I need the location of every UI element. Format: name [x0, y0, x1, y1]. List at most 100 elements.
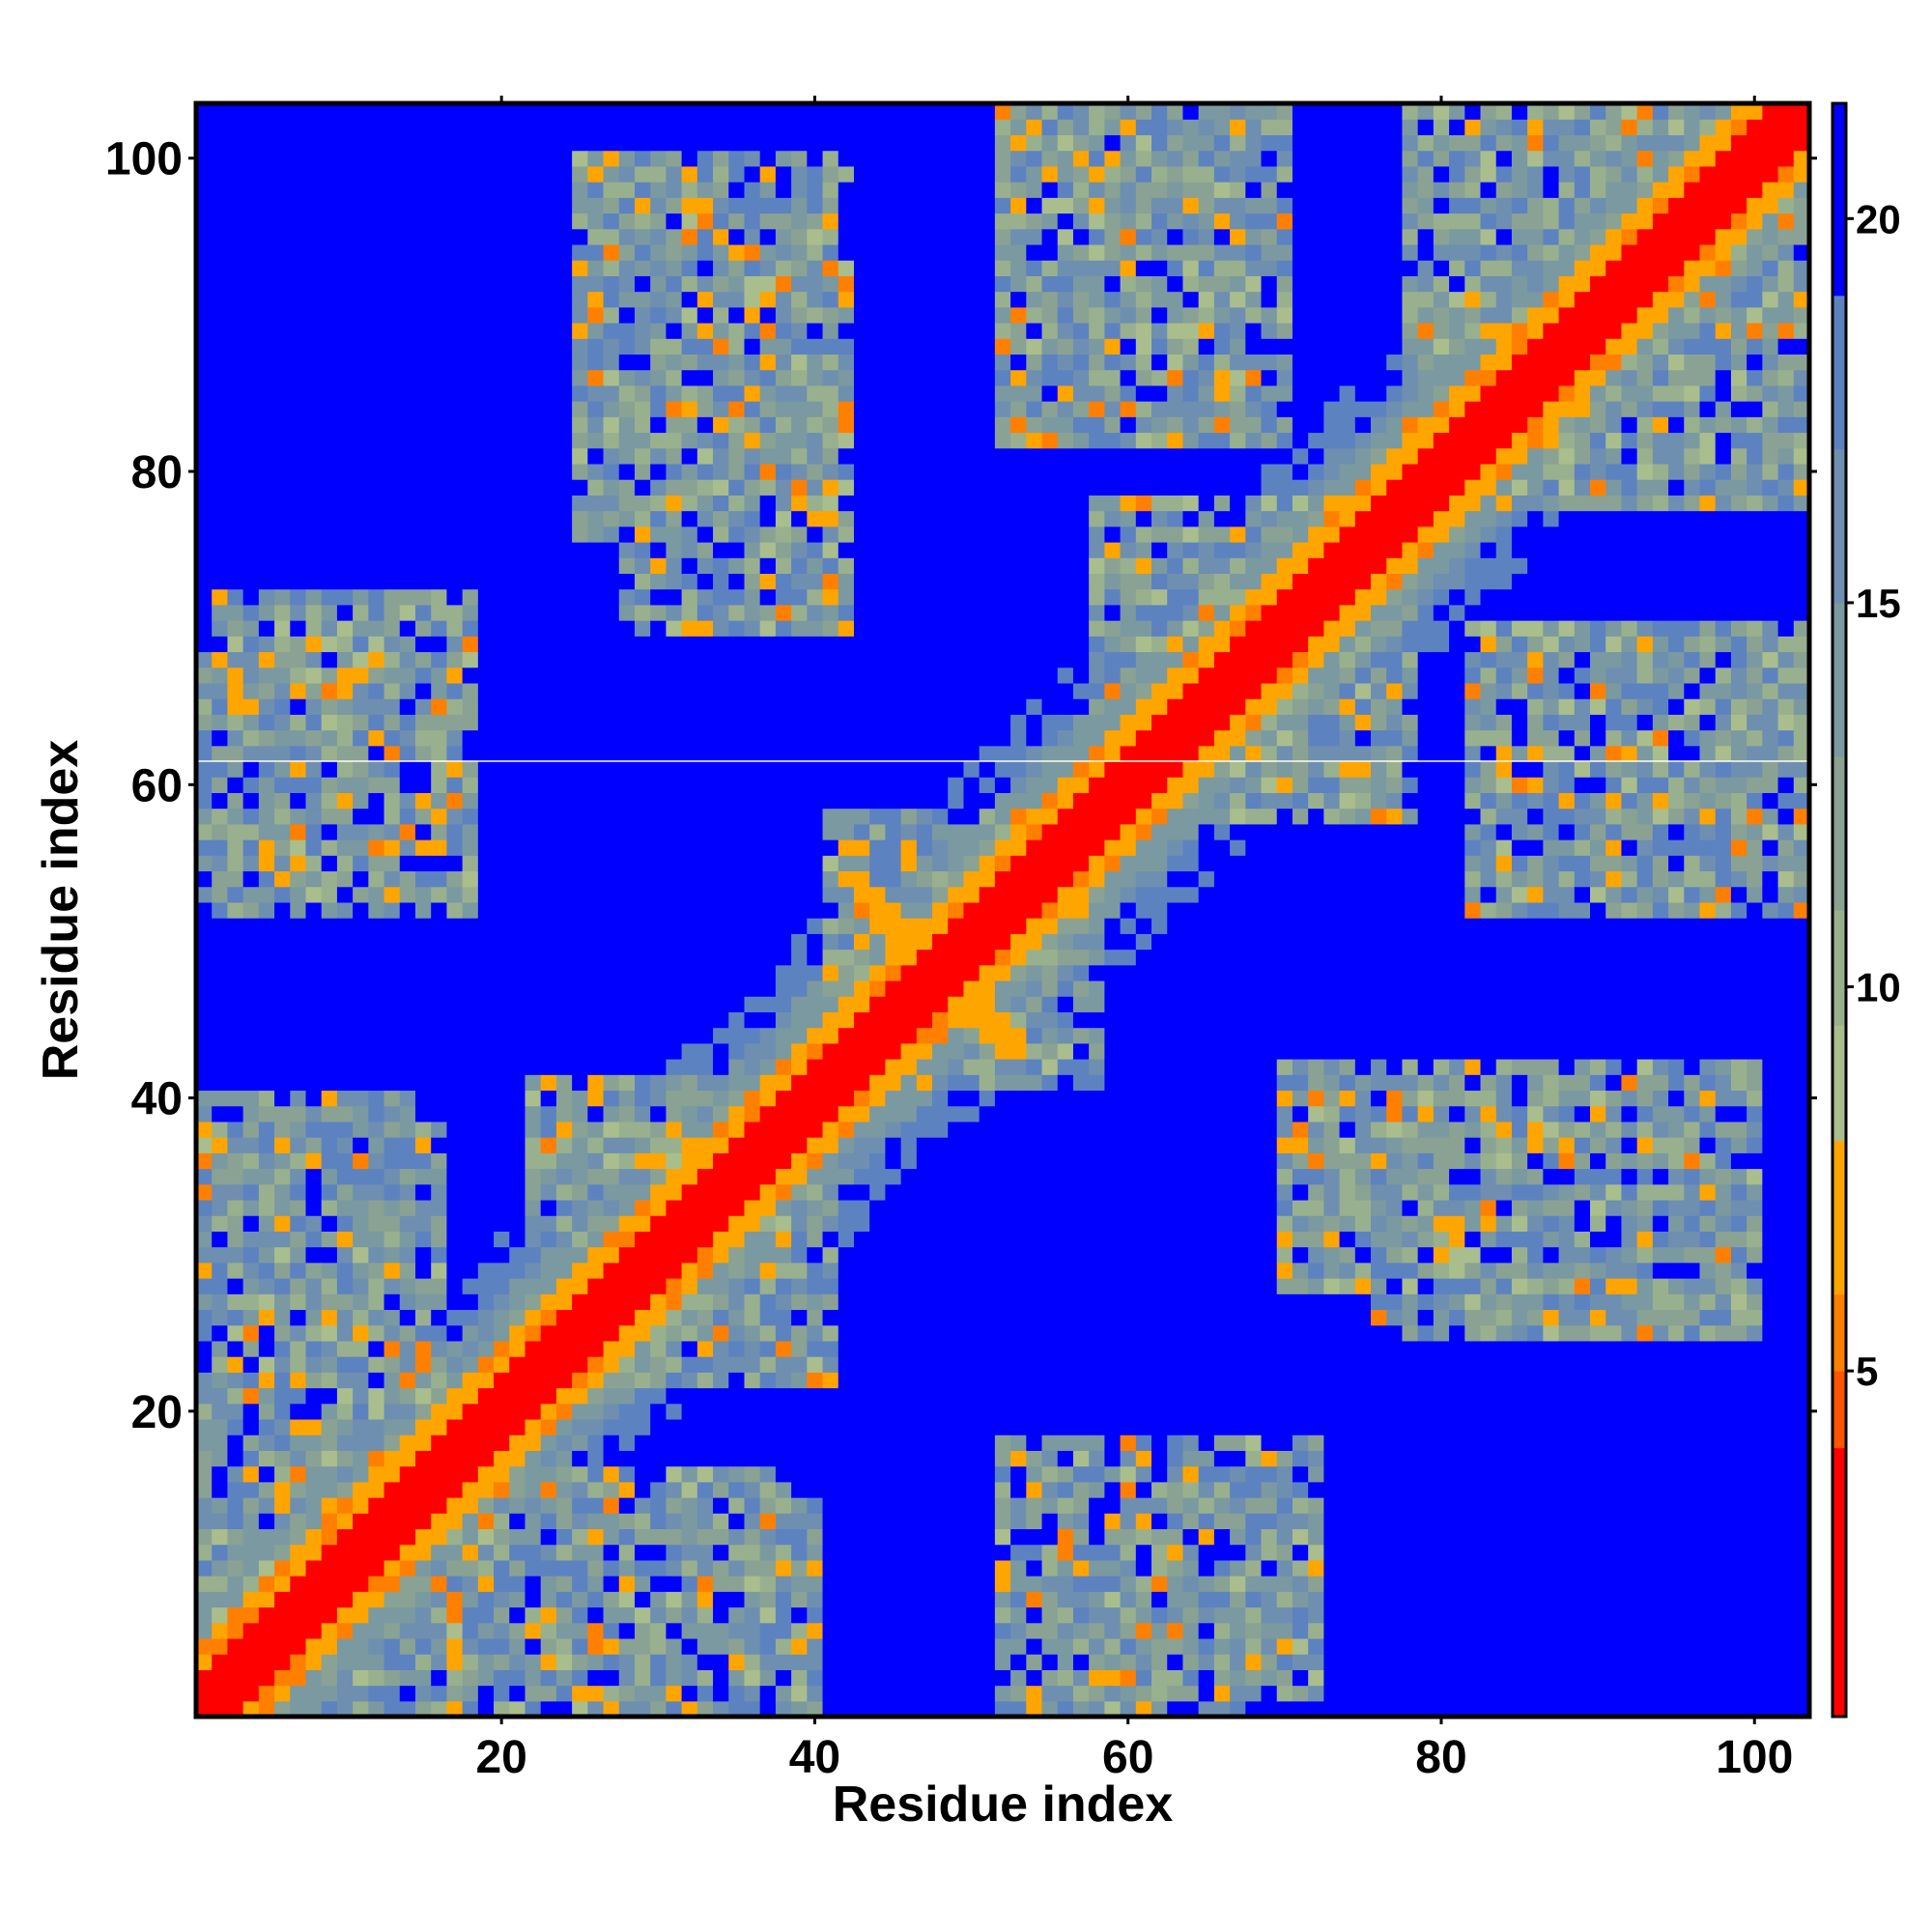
heatmap-cell [540, 1497, 557, 1514]
heatmap-cell [242, 447, 260, 465]
heatmap-cell [932, 1497, 949, 1514]
heatmap-cell [681, 322, 698, 339]
heatmap-cell [305, 964, 323, 981]
heatmap-cell [775, 150, 792, 167]
heatmap-cell [728, 1465, 746, 1483]
heatmap-cell [305, 808, 323, 825]
heatmap-cell [587, 1074, 605, 1092]
heatmap-cell [587, 1168, 605, 1185]
heatmap-cell [540, 119, 557, 136]
heatmap-cell [336, 165, 354, 183]
heatmap-cell [932, 682, 949, 699]
heatmap-cell [212, 1215, 229, 1232]
heatmap-cell [587, 1059, 605, 1075]
heatmap-cell [196, 306, 213, 324]
heatmap-cell [728, 150, 746, 167]
heatmap-cell [242, 369, 260, 386]
heatmap-cell [305, 651, 323, 668]
heatmap-cell [431, 855, 448, 872]
heatmap-cell [759, 823, 777, 840]
heatmap-cell [540, 1622, 557, 1639]
heatmap-cell [618, 1372, 636, 1389]
heatmap-cell [634, 980, 651, 997]
heatmap-cell [807, 1011, 824, 1029]
heatmap-cell [713, 1591, 729, 1608]
heatmap-cell [869, 479, 886, 496]
heatmap-cell [321, 964, 338, 981]
heatmap-cell [431, 745, 448, 762]
heatmap-cell [869, 1700, 886, 1718]
heatmap-cell [681, 1669, 698, 1687]
heatmap-cell [446, 510, 464, 527]
heatmap-cell [462, 1293, 479, 1311]
heatmap-cell [650, 918, 667, 934]
heatmap-cell [258, 980, 275, 997]
heatmap-cell [555, 855, 573, 872]
heatmap-cell [853, 1559, 870, 1577]
heatmap-cell [384, 1435, 401, 1451]
heatmap-cell [446, 1418, 464, 1435]
heatmap-cell [713, 698, 729, 715]
heatmap-cell [572, 1372, 588, 1389]
heatmap-cell [212, 620, 229, 637]
heatmap-cell [916, 1685, 933, 1702]
heatmap-cell [446, 1669, 464, 1687]
heatmap-cell [728, 1278, 746, 1294]
heatmap-cell [494, 463, 510, 480]
heatmap-cell [242, 134, 260, 152]
heatmap-cell [713, 1231, 729, 1248]
heatmap-cell [603, 1450, 620, 1467]
heatmap-cell [305, 1199, 323, 1216]
heatmap-cell [681, 526, 698, 543]
heatmap-cell [618, 1435, 636, 1451]
heatmap-cell [494, 479, 510, 496]
heatmap-cell [822, 651, 839, 668]
heatmap-cell [634, 1356, 651, 1373]
heatmap-cell [681, 1278, 698, 1294]
heatmap-cell [462, 1387, 479, 1405]
heatmap-cell [932, 197, 949, 214]
heatmap-cell [650, 855, 667, 872]
heatmap-cell [509, 322, 526, 339]
heatmap-cell [932, 1403, 949, 1420]
heatmap-cell [336, 760, 354, 778]
heatmap-cell [587, 1324, 605, 1342]
heatmap-cell [353, 416, 369, 434]
heatmap-cell [353, 1637, 369, 1655]
heatmap-cell [290, 1121, 307, 1138]
heatmap-cell [713, 463, 729, 480]
heatmap-cell [494, 1246, 510, 1264]
heatmap-cell [509, 1137, 526, 1153]
heatmap-cell [336, 541, 354, 558]
heatmap-cell [775, 134, 792, 152]
heatmap-cell [227, 760, 244, 778]
heatmap-cell [728, 1559, 746, 1577]
heatmap-cell [353, 1622, 369, 1639]
heatmap-cell [869, 1606, 886, 1624]
heatmap-cell [431, 667, 448, 684]
heatmap-cell [509, 1387, 526, 1405]
heatmap-cell [399, 1246, 416, 1264]
heatmap-cell [853, 808, 870, 825]
heatmap-cell [414, 1262, 432, 1279]
heatmap-cell [290, 1637, 307, 1655]
heatmap-cell [618, 1011, 636, 1029]
heatmap-cell [634, 384, 651, 402]
heatmap-cell [384, 1387, 401, 1405]
heatmap-cell [775, 620, 792, 637]
heatmap-cell [494, 228, 510, 245]
heatmap-cell [555, 1387, 573, 1405]
heatmap-cell [494, 354, 510, 371]
heatmap-cell [525, 1262, 542, 1279]
heatmap-cell [713, 479, 729, 496]
heatmap-cell [744, 1231, 761, 1248]
heatmap-cell [258, 636, 275, 653]
heatmap-cell [603, 604, 620, 621]
heatmap-cell [399, 354, 416, 371]
heatmap-cell [696, 918, 714, 934]
heatmap-cell [728, 729, 746, 747]
heatmap-cell [650, 1246, 667, 1264]
heatmap-cell [759, 682, 777, 699]
heatmap-cell [242, 150, 260, 167]
heatmap-cell [603, 996, 620, 1012]
